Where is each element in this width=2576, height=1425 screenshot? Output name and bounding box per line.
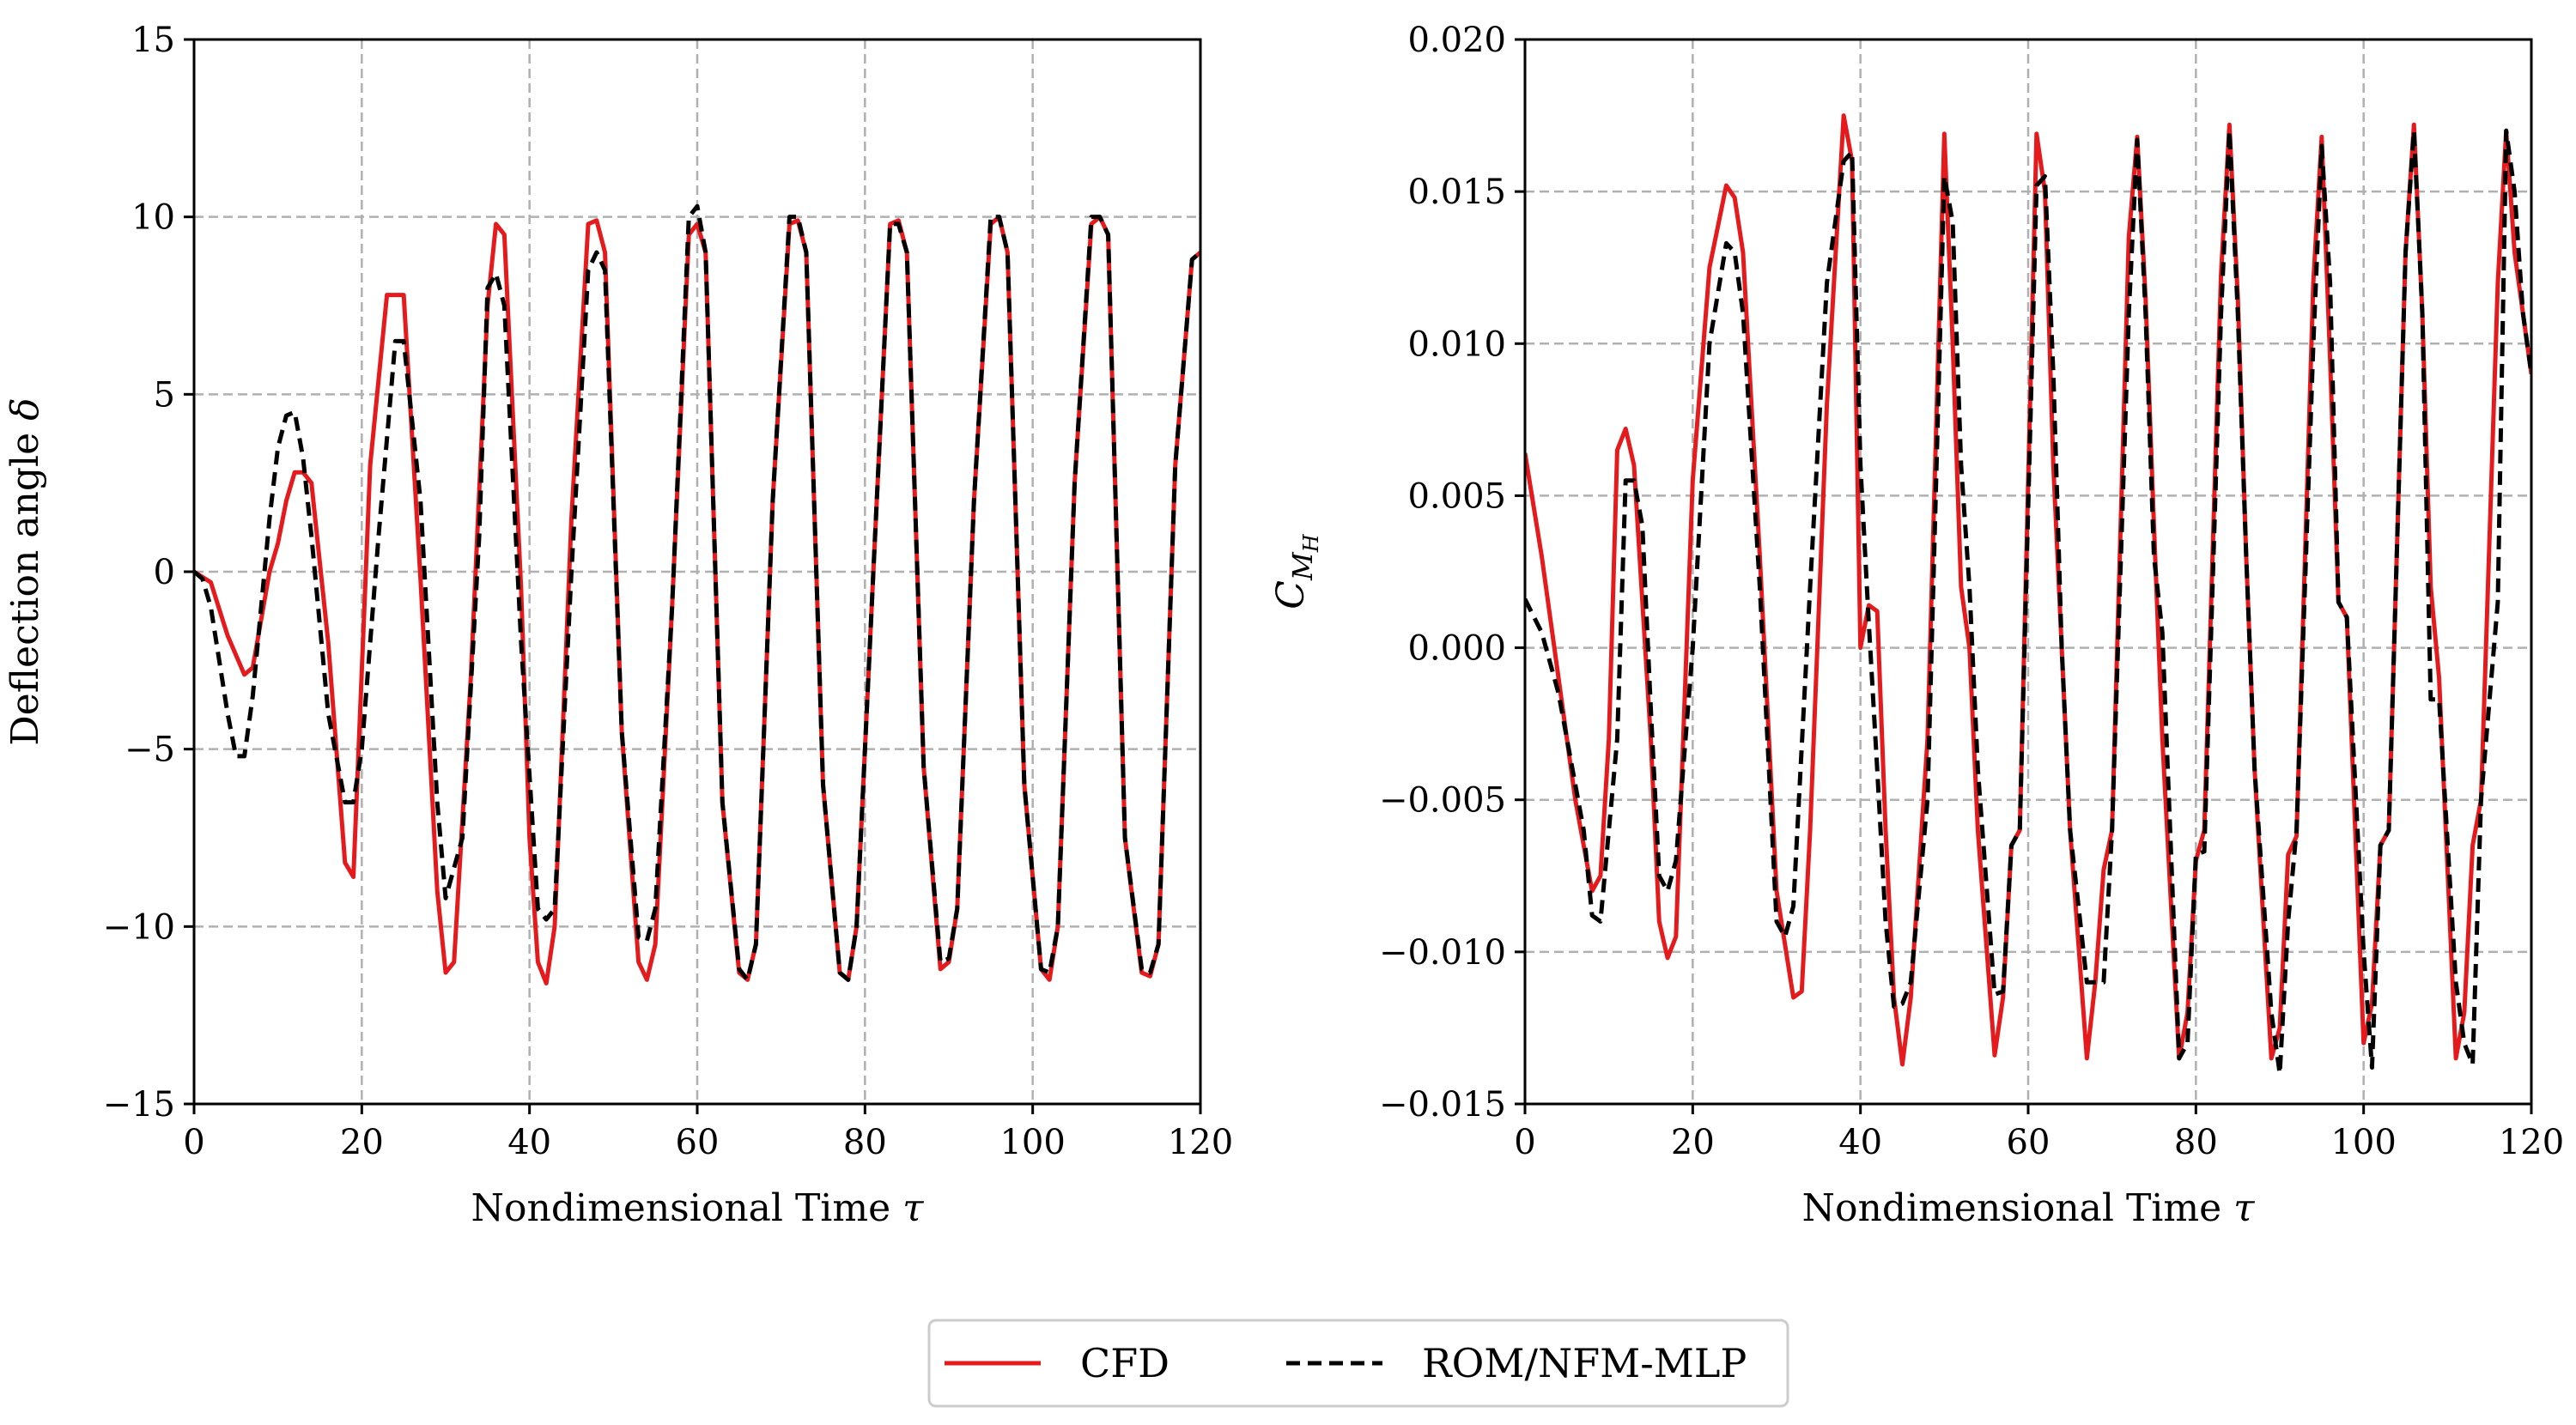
y-tick-label: 5 [154,375,175,415]
y-tick-label: −0.005 [1379,781,1506,821]
series-line-rom-nfm-mlp [1525,128,2531,1076]
x-tick-label: 80 [2174,1123,2218,1162]
x-tick-label: 60 [2007,1123,2050,1162]
y-tick-label: 10 [131,198,175,238]
y-axis-label: Deflection angle δ [3,397,47,745]
y-tick-label: −0.015 [1379,1085,1506,1125]
y-axis-label: CMH [1269,533,1323,609]
x-tick-label: 60 [676,1123,720,1162]
y-tick-label: 0.000 [1407,629,1506,669]
x-axis-label: Nondimensional Time τ [1802,1186,2256,1230]
x-tick-label: 120 [1168,1123,1233,1162]
y-tick-label: −0.010 [1379,933,1506,973]
series-line-rom-nfm-mlp [194,203,1200,982]
x-axis-label: Nondimensional Time τ [471,1186,925,1230]
y-tick-label: 0.010 [1407,324,1506,364]
y-tick-label: 0.005 [1407,476,1506,516]
y-tick-label: −10 [103,907,175,947]
y-tick-label: 0.015 [1407,173,1506,212]
x-tick-label: 100 [2330,1123,2396,1162]
hinge-moment-chart: 0 20 40 60 80 100 120 −0.015 −0.010 −0.005 0.000 0.… [1269,21,2564,1230]
y-tick-label: 15 [131,21,175,60]
y-tick-label: 0 [154,553,175,592]
y-tick-label: −5 [125,731,175,770]
x-tick-label: 40 [507,1123,551,1162]
x-tick-label: 0 [1514,1123,1535,1162]
grid [194,39,1200,1104]
legend-label-rom: ROM/NFM-MLP [1422,1340,1747,1386]
x-tick-label: 40 [1838,1123,1882,1162]
x-tick-label: 80 [843,1123,887,1162]
x-tick-label: 0 [183,1123,204,1162]
y-tick-label: 0.020 [1407,21,1506,60]
deflection-angle-chart: 0 20 40 60 80 100 120 −15 −10 −5 0 5 10 15 Nondimensio… [3,21,1233,1230]
x-tick-label: 120 [2499,1123,2564,1162]
legend-label-cfd: CFD [1080,1340,1170,1386]
y-tick-label: −15 [103,1085,175,1125]
x-tick-label: 20 [340,1123,384,1162]
x-tick-label: 100 [999,1123,1065,1162]
legend: CFD ROM/NFM-MLP [927,1319,1789,1408]
x-tick-label: 20 [1671,1123,1715,1162]
